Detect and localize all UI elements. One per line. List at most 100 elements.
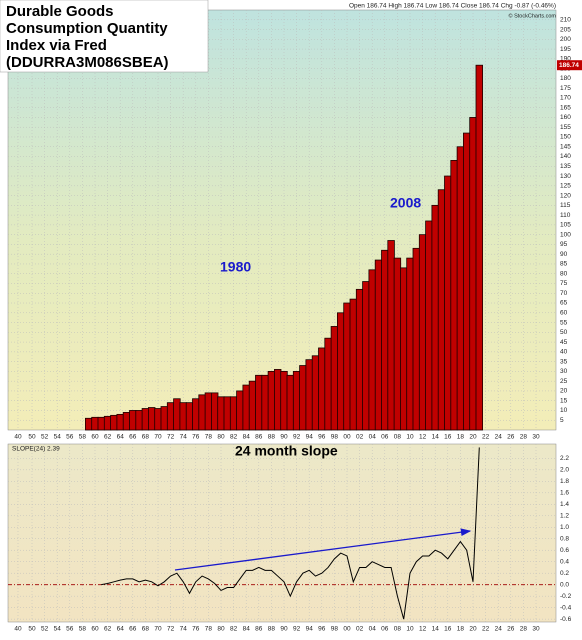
y-tick-label: 95 <box>560 241 568 248</box>
y-tick-label: 0.4 <box>560 558 569 565</box>
bar <box>412 247 420 431</box>
bar <box>267 370 276 431</box>
x-tick-label: 82 <box>230 626 238 633</box>
bar <box>343 302 351 431</box>
y-tick-label: 1.4 <box>560 501 569 508</box>
x-tick-label: 22 <box>482 434 490 441</box>
bar <box>311 355 320 431</box>
bar <box>173 398 181 431</box>
bar <box>450 160 458 431</box>
x-tick-label: 94 <box>306 626 314 633</box>
bar <box>217 396 225 431</box>
x-tick-label: 06 <box>381 626 389 633</box>
x-tick-label: 02 <box>356 626 364 633</box>
bar <box>355 288 364 431</box>
y-tick-label: 130 <box>560 173 571 180</box>
x-tick-label: 98 <box>331 626 339 633</box>
y-tick-label: 115 <box>560 202 571 209</box>
bar <box>261 374 269 431</box>
header: Open 186.74 High 186.74 Low 186.74 Close… <box>349 3 556 10</box>
x-tick-label: 16 <box>444 626 452 633</box>
x-tick-label: 56 <box>66 434 74 441</box>
x-tick-label: 20 <box>469 626 477 633</box>
x-tick-label: 16 <box>444 434 452 441</box>
y-tick-label: 180 <box>560 75 571 82</box>
x-tick-label: 02 <box>356 434 364 441</box>
x-tick-label: 54 <box>54 434 62 441</box>
x-tick-label: 80 <box>217 434 225 441</box>
x-tick-label: 76 <box>192 626 200 633</box>
y-tick-label: 70 <box>560 290 568 297</box>
x-tick-label: 26 <box>507 626 515 633</box>
x-tick-label: 52 <box>41 434 49 441</box>
slope-panel <box>7 443 557 623</box>
bar <box>210 392 219 431</box>
x-tick-label: 72 <box>167 626 175 633</box>
x-tick-label: 12 <box>419 626 427 633</box>
y-tick-label: 145 <box>560 143 571 150</box>
bar <box>166 402 175 431</box>
bar <box>305 359 313 431</box>
y-tick-label: 15 <box>560 397 568 404</box>
bar <box>91 416 99 431</box>
bar <box>160 406 168 431</box>
x-tick-label: 28 <box>520 626 528 633</box>
bar <box>97 416 105 431</box>
indicator-label: SLOPE(24) 2.39 <box>12 446 60 453</box>
y-tick-label: 210 <box>560 16 571 23</box>
x-tick-label: 66 <box>129 626 137 633</box>
y-tick-label: 1.0 <box>560 524 569 531</box>
x-tick-label: 18 <box>457 626 465 633</box>
x-tick-label: 00 <box>343 434 351 441</box>
y-tick-label: 2.0 <box>560 467 569 474</box>
x-tick-label: 56 <box>66 626 74 633</box>
y-tick-label: 0.0 <box>560 581 569 588</box>
x-tick-label: 84 <box>243 434 251 441</box>
bar <box>273 369 282 431</box>
x-tick-label: 60 <box>91 626 99 633</box>
annotation: 2008 <box>390 195 421 211</box>
y-tick-label: 155 <box>560 124 571 131</box>
y-tick-label: 30 <box>560 368 568 375</box>
source: © StockCharts.com <box>509 12 557 19</box>
bar <box>147 407 156 431</box>
x-tick-label: 30 <box>532 626 540 633</box>
x-tick-label: 68 <box>142 626 150 633</box>
bar <box>349 298 357 431</box>
bar <box>431 204 439 431</box>
x-tick-label: 86 <box>255 626 263 633</box>
last-value-label: 186.74 <box>559 62 579 69</box>
bar <box>141 408 150 431</box>
bar <box>204 392 213 431</box>
y-tick-label: 150 <box>560 134 571 141</box>
bar <box>462 132 471 431</box>
y-tick-label: 10 <box>560 407 568 414</box>
bar <box>135 410 143 431</box>
x-tick-label: 52 <box>41 626 49 633</box>
title: Index via Fred <box>6 37 107 54</box>
y-tick-label: 75 <box>560 280 568 287</box>
bar <box>116 413 124 431</box>
x-tick-label: 00 <box>343 626 351 633</box>
bar <box>192 398 200 431</box>
x-tick-label: 72 <box>167 434 175 441</box>
x-tick-label: 10 <box>406 626 414 633</box>
y-tick-label: -0.2 <box>560 593 572 600</box>
x-tick-label: 40 <box>14 626 22 633</box>
x-tick-label: 98 <box>331 434 339 441</box>
x-tick-label: 18 <box>457 434 465 441</box>
bar <box>185 402 194 431</box>
y-tick-label: 50 <box>560 329 568 336</box>
x-tick-label: 40 <box>14 434 22 441</box>
y-tick-label: 195 <box>560 46 571 53</box>
bar <box>110 414 118 431</box>
x-tick-label: 08 <box>394 434 402 441</box>
title-box <box>0 0 209 73</box>
y-tick-label: 60 <box>560 310 568 317</box>
y-tick-label: 165 <box>560 104 571 111</box>
y-tick-label: 170 <box>560 95 571 102</box>
bar <box>456 146 465 431</box>
x-tick-label: 82 <box>230 434 238 441</box>
bar <box>330 326 339 431</box>
y-tick-label: 0.2 <box>560 570 569 577</box>
